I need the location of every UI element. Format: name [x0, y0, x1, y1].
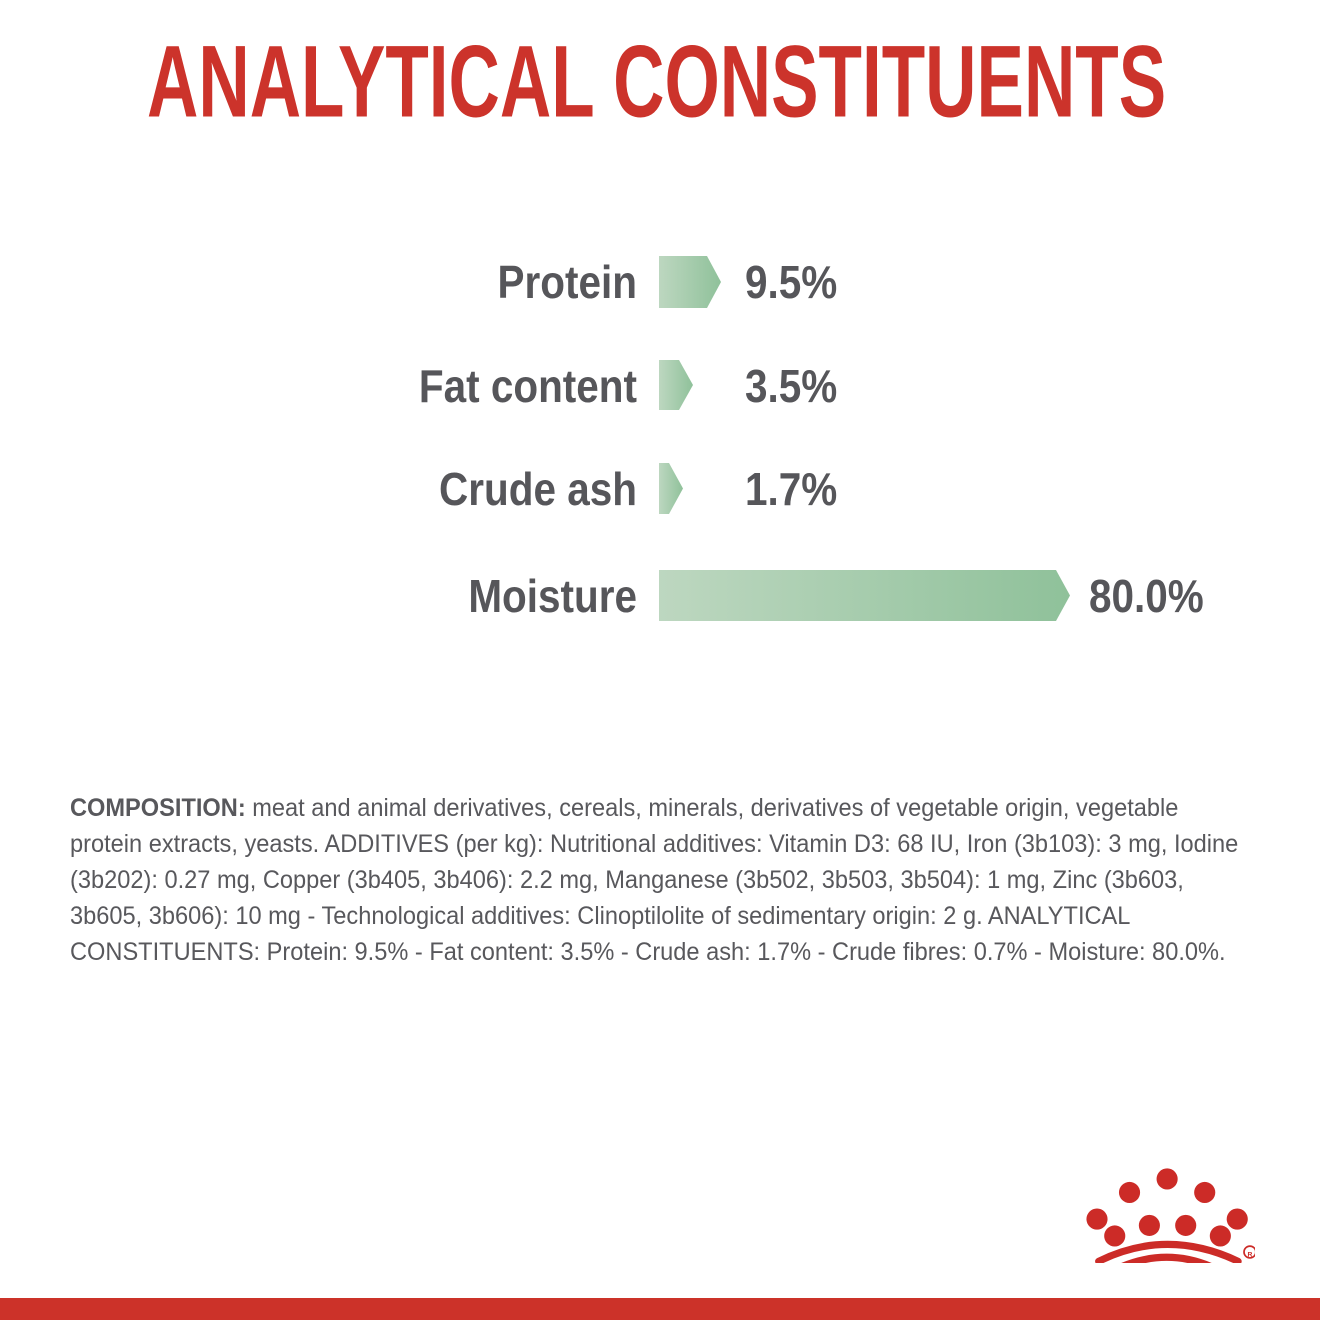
svg-text:R: R	[1247, 1251, 1252, 1258]
